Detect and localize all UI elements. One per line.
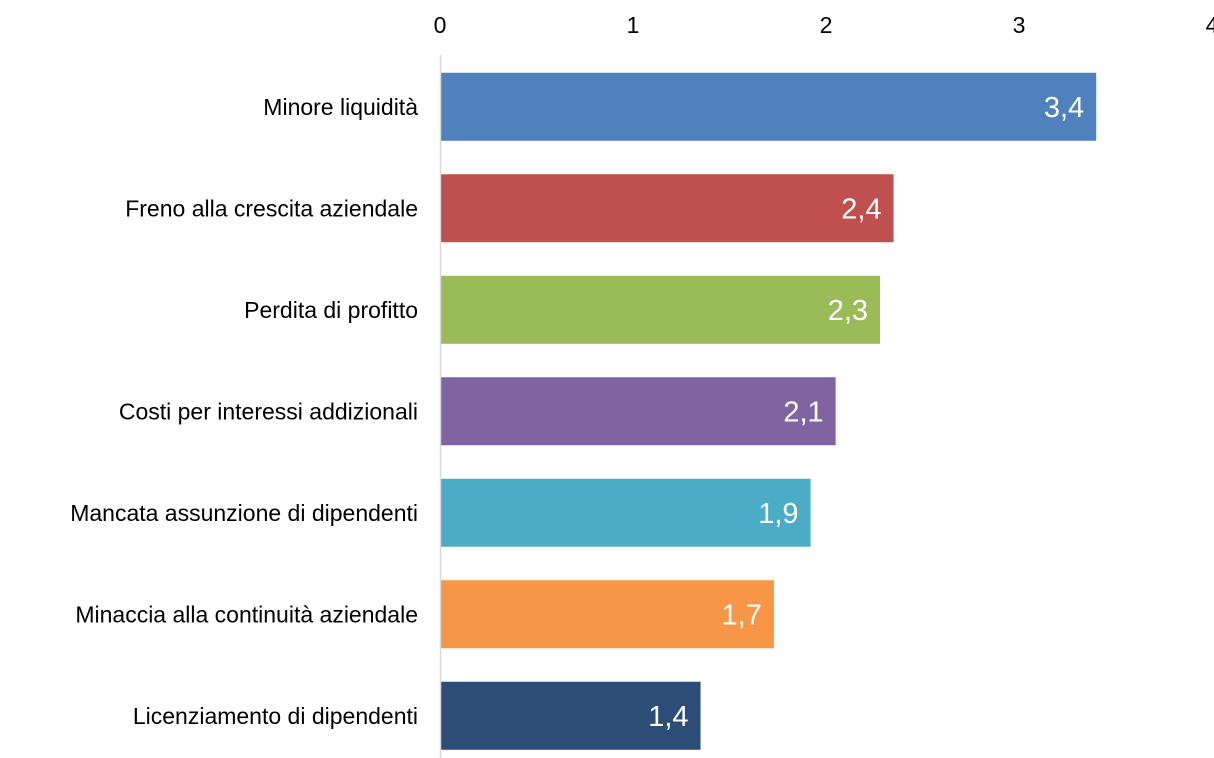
data-label: 2,3 <box>828 295 868 327</box>
category-label: Freno alla crescita aziendale <box>125 195 418 221</box>
data-label: 2,1 <box>783 396 823 428</box>
bar <box>441 275 881 344</box>
category-label: Mancata assunzione di dipendenti <box>70 500 418 526</box>
bars-layer <box>441 72 1097 750</box>
data-label: 1,4 <box>648 701 688 733</box>
category-label: Minaccia alla continuità aziendale <box>75 601 418 627</box>
axis-layer: 0 1 2 3 4 <box>434 12 1214 758</box>
bar <box>441 681 701 750</box>
data-label: 3,4 <box>1044 92 1084 124</box>
category-label: Licenziamento di dipendenti <box>133 703 418 729</box>
bar <box>441 478 811 547</box>
x-tick-label: 4 <box>1206 12 1214 38</box>
data-label: 1,7 <box>722 599 762 631</box>
bar <box>441 72 1097 141</box>
category-label: Perdita di profitto <box>244 297 418 323</box>
labels-layer: Minore liquidità 3,4 Freno alla crescita a… <box>70 92 1084 733</box>
x-tick-label: 0 <box>434 12 447 38</box>
bar <box>441 174 894 243</box>
category-label: Costi per interessi addizionali <box>119 398 418 424</box>
x-tick-label: 1 <box>627 12 640 38</box>
x-tick-label: 3 <box>1013 12 1026 38</box>
data-label: 2,4 <box>841 193 881 225</box>
category-label: Minore liquidità <box>263 94 418 120</box>
x-tick-label: 2 <box>820 12 833 38</box>
bar <box>441 580 774 649</box>
bar <box>441 377 836 446</box>
data-label: 1,9 <box>758 498 798 530</box>
